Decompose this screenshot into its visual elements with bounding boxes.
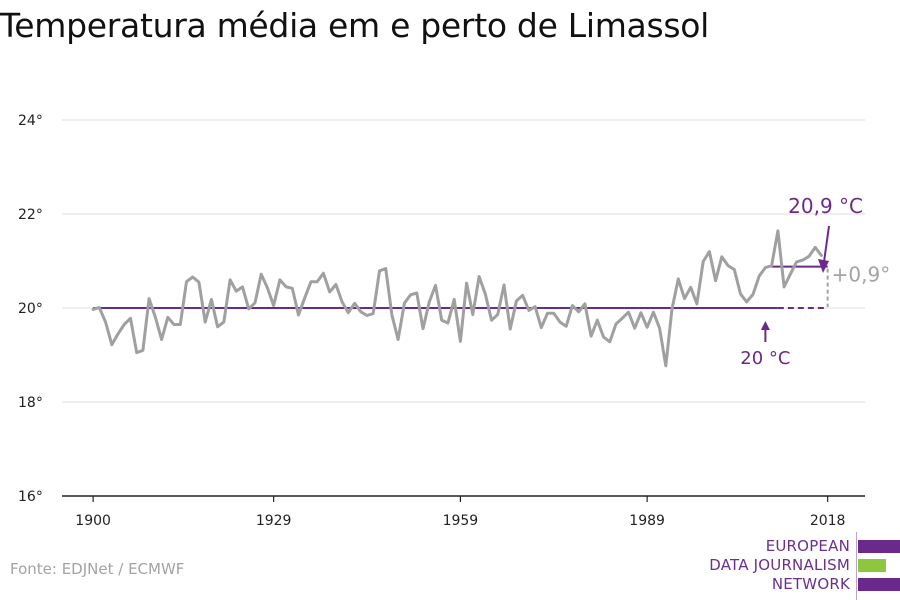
annotations: +0,9° 20 °C 20,9 °C [740, 194, 890, 369]
logo-bar-purple-top [858, 540, 900, 553]
x-tick-label: 1989 [629, 513, 665, 529]
logo-bar-purple-bottom [858, 578, 900, 591]
x-tick-label: 1900 [75, 513, 111, 529]
x-tick-label: 2018 [810, 513, 846, 529]
x-tick-label: 1929 [256, 513, 292, 529]
logo-line-1: EUROPEAN [765, 537, 850, 555]
temperature-series [91, 229, 823, 368]
edjnet-logo: EUROPEAN DATA JOURNALISM NETWORK [700, 532, 900, 600]
recent-label: 20,9 °C [788, 194, 863, 218]
recent-arrow-head [818, 259, 829, 273]
y-tick-label: 16° [18, 489, 43, 505]
y-tick-label: 22° [18, 207, 43, 223]
x-axis: 1900 1929 1959 1989 2018 [62, 495, 865, 529]
logo-divider [856, 532, 857, 600]
difference-label: +0,9° [832, 262, 891, 286]
y-axis-ticks: 16° 18° 20° 22° 24° [18, 113, 43, 505]
baseline-arrow-head [760, 321, 770, 330]
y-tick-label: 20° [18, 301, 43, 317]
x-tick-label: 1959 [443, 513, 479, 529]
recent-arrow-shaft [823, 225, 830, 263]
logo-bar-green [858, 559, 886, 572]
logo-line-2: DATA JOURNALISM [709, 556, 850, 574]
chart-title: Temperatura média em e perto de Limassol [0, 6, 710, 45]
temperature-line [91, 229, 823, 368]
y-tick-label: 24° [18, 113, 43, 129]
source-note: Fonte: EDJNet / ECMWF [10, 560, 185, 578]
baseline-label: 20 °C [740, 348, 790, 369]
logo-line-3: NETWORK [771, 575, 850, 593]
y-tick-label: 18° [18, 395, 43, 411]
